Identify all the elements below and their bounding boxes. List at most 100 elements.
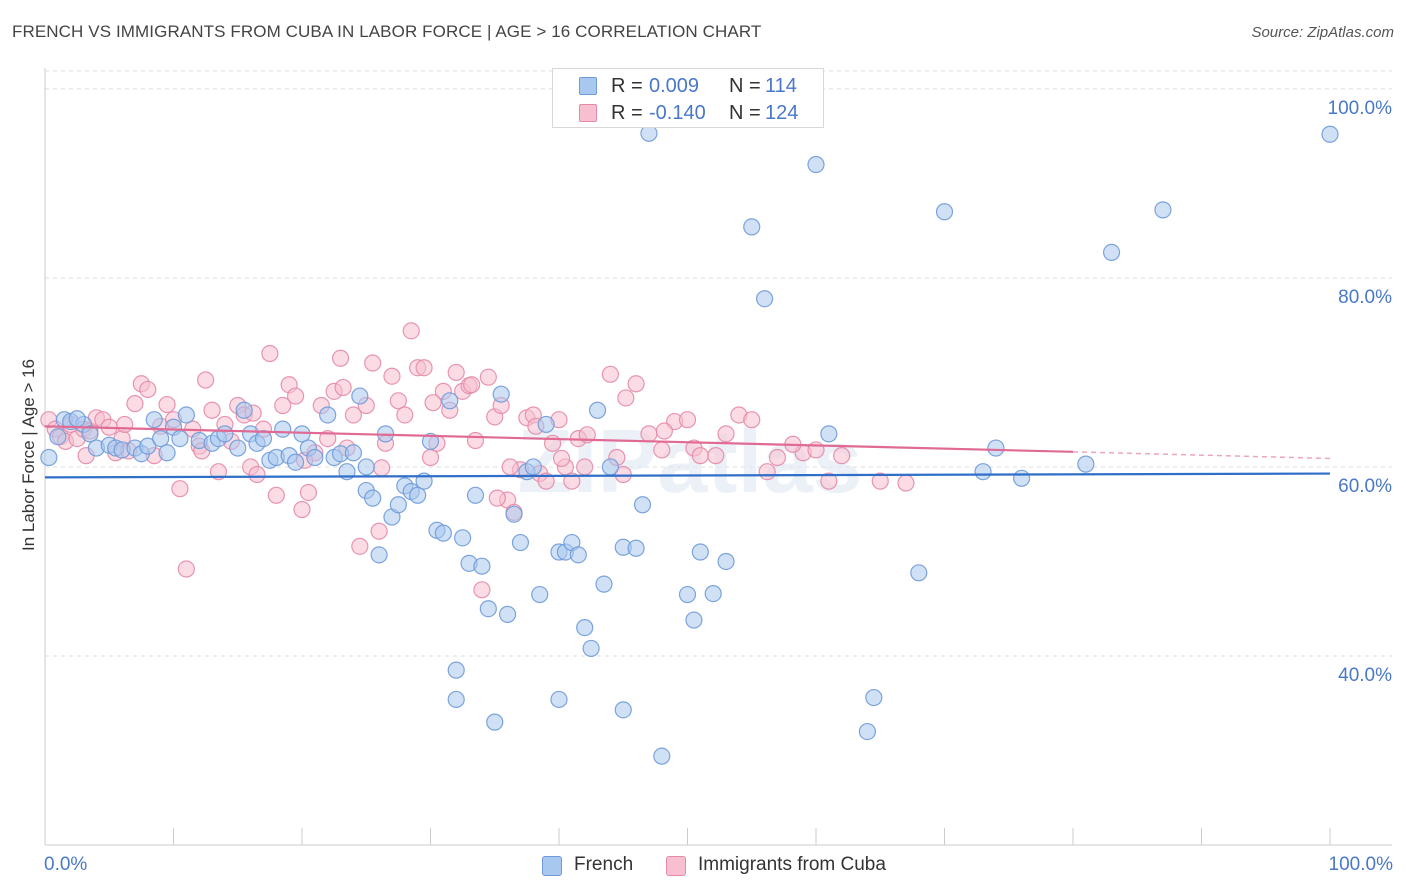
french-point xyxy=(171,429,189,448)
cuba-point xyxy=(286,387,305,405)
french-point xyxy=(550,690,568,709)
french-point xyxy=(633,496,652,514)
cuba-point xyxy=(177,560,195,578)
french-point xyxy=(254,429,273,448)
cuba-point xyxy=(274,396,292,415)
cuba-point xyxy=(415,359,433,377)
cuba-point xyxy=(293,500,311,519)
french-point xyxy=(486,713,504,731)
cuba-point xyxy=(768,448,787,467)
french-point xyxy=(820,425,838,443)
cuba-point xyxy=(261,344,279,363)
french-point xyxy=(987,439,1005,457)
french-point xyxy=(935,203,954,221)
french-point xyxy=(306,448,324,467)
y-tick-label: 60.0% xyxy=(1338,476,1392,497)
cuba-point xyxy=(479,368,497,386)
cuba-point xyxy=(614,465,632,484)
french-point xyxy=(743,218,761,236)
n-label: N = xyxy=(729,102,761,124)
french-point xyxy=(81,425,99,443)
watermark: ZIPatlas xyxy=(517,412,862,512)
french-point xyxy=(235,401,253,419)
n-value: 124 xyxy=(765,102,799,124)
french-point xyxy=(158,444,176,462)
cuba-point xyxy=(389,392,407,410)
cuba-point xyxy=(116,415,134,434)
french-point xyxy=(704,584,722,603)
chart-title: FRENCH VS IMMIGRANTS FROM CUBA IN LABOR … xyxy=(12,22,762,41)
french-point xyxy=(351,387,369,405)
n-label: N = xyxy=(729,75,761,97)
cuba-point xyxy=(373,459,391,477)
cuba-point xyxy=(833,447,851,465)
french-point xyxy=(717,552,735,571)
cuba-point xyxy=(209,463,228,481)
cuba-point xyxy=(627,375,645,393)
n-value: 114 xyxy=(765,75,797,97)
cuba-point xyxy=(707,447,725,465)
cuba-point xyxy=(248,465,266,484)
cuba-point xyxy=(563,472,581,490)
french-point xyxy=(479,600,497,618)
french-point xyxy=(473,557,491,575)
trend-layer xyxy=(44,425,1331,479)
cuba-point xyxy=(871,472,889,490)
french-trend-line xyxy=(44,472,1331,479)
r-label: R = xyxy=(611,102,643,124)
cuba-point xyxy=(655,422,673,440)
stats-legend-row-french: R = 0.009 N = 114 xyxy=(553,73,823,99)
french-point xyxy=(653,747,671,765)
legend-label-french: French xyxy=(574,854,634,875)
french-point xyxy=(614,701,632,719)
french-point xyxy=(807,155,825,174)
french-point xyxy=(601,458,620,476)
cuba-point xyxy=(197,371,215,389)
french-point xyxy=(286,453,305,471)
cuba-swatch-icon xyxy=(579,104,597,122)
cuba-point xyxy=(691,447,709,465)
cuba-point xyxy=(743,411,761,429)
french-point xyxy=(145,411,163,429)
french-point xyxy=(691,543,709,561)
french-point xyxy=(40,448,58,467)
cuba-point xyxy=(402,322,420,340)
french-point xyxy=(492,385,510,403)
cuba-point xyxy=(267,486,285,504)
cuba-point xyxy=(299,483,318,502)
cuba-point xyxy=(488,489,506,507)
cuba-point xyxy=(203,401,221,419)
cuba-trend-line xyxy=(44,425,1074,453)
y-axis-title: In Labor Force | Age > 16 xyxy=(19,359,38,551)
cuba-point xyxy=(158,395,176,414)
cuba-point xyxy=(758,463,776,481)
cuba-point xyxy=(139,380,157,399)
french-point xyxy=(511,533,530,552)
french-point xyxy=(177,406,195,424)
cuba-point xyxy=(351,537,369,555)
french-point xyxy=(344,444,362,462)
cuba-point xyxy=(171,480,189,498)
french-point xyxy=(678,585,697,604)
french-point xyxy=(1077,455,1095,473)
cuba-point xyxy=(473,581,491,599)
french-point xyxy=(524,458,542,476)
cuba-point xyxy=(370,522,388,540)
french-point xyxy=(582,639,600,658)
cuba-point xyxy=(463,376,481,394)
french-point xyxy=(229,439,247,457)
french-point xyxy=(139,437,157,455)
french-point xyxy=(1154,201,1172,219)
cuba-point xyxy=(424,394,442,412)
cuba-point xyxy=(653,441,671,459)
french-point xyxy=(1012,469,1031,487)
cuba-point xyxy=(364,354,382,372)
french-point xyxy=(49,428,67,446)
french-point xyxy=(595,575,613,593)
y-tick-label: 80.0% xyxy=(1338,287,1392,308)
grid-layer xyxy=(45,70,1392,657)
french-point xyxy=(974,463,992,481)
french-point xyxy=(447,661,465,679)
